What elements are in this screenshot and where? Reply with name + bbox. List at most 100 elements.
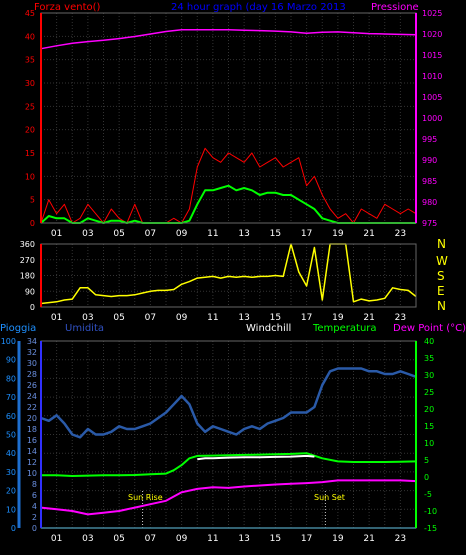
legend-pioggia: Pioggia bbox=[0, 323, 36, 334]
dir-x-tick-label: 23 bbox=[395, 313, 406, 323]
temperature-y-tick-label: -15 bbox=[424, 524, 437, 533]
legend-temperatura: Temperatura bbox=[312, 323, 377, 334]
climate-x-tick-label: 07 bbox=[145, 534, 156, 544]
humidity-y-tick-label: 12 bbox=[27, 458, 37, 467]
dir-x-tick-label: 03 bbox=[82, 313, 93, 323]
humidity-y-tick-label: 28 bbox=[27, 370, 37, 379]
dir-letter-s: S bbox=[437, 269, 445, 283]
wind-x-tick-label: 03 bbox=[82, 229, 93, 239]
dir-y-tick-label: 270 bbox=[20, 256, 35, 265]
dir-x-tick-label: 01 bbox=[51, 313, 62, 323]
pressure-y-tick-label: 1000 bbox=[422, 114, 442, 123]
pressure-y-tick-label: 1005 bbox=[422, 93, 442, 102]
dir-y-tick-label: 0 bbox=[30, 303, 35, 312]
humidity-y-tick-label: 34 bbox=[27, 337, 37, 346]
wind-x-tick-label: 11 bbox=[207, 229, 218, 239]
wind-x-tick-label: 23 bbox=[395, 229, 406, 239]
pressure-y-tick-label: 1015 bbox=[422, 51, 442, 60]
temperature-y-tick-label: 10 bbox=[424, 439, 434, 448]
temperature-y-tick-label: -10 bbox=[424, 507, 437, 516]
grid-layer bbox=[40, 12, 417, 529]
wind-x-tick-label: 17 bbox=[301, 229, 312, 239]
rain-y-tick-label: 90 bbox=[6, 356, 16, 365]
sun-rise-label: Sun Rise bbox=[128, 493, 163, 502]
pressure-y-tick-label: 1010 bbox=[422, 72, 442, 81]
humidity-y-tick-label: 16 bbox=[27, 436, 37, 445]
dir-y-tick-label: 180 bbox=[20, 272, 35, 281]
wind-y-tick-label: 35 bbox=[25, 56, 35, 65]
wind-x-tick-label: 13 bbox=[238, 229, 249, 239]
dir-x-tick-label: 11 bbox=[207, 313, 218, 323]
wind-x-tick-label: 07 bbox=[145, 229, 156, 239]
pressure-y-tick-label: 990 bbox=[422, 156, 437, 165]
pressure-y-tick-label: 995 bbox=[422, 135, 437, 144]
wind-y-tick-label: 20 bbox=[25, 126, 35, 135]
pressure-line bbox=[40, 29, 417, 50]
humidity-y-tick-label: 24 bbox=[27, 392, 37, 401]
humidity-y-tick-label: 8 bbox=[32, 480, 37, 489]
wind-y-tick-label: 10 bbox=[25, 172, 35, 181]
axes-layer: 0510152025303540459759809859909951000100… bbox=[1, 9, 443, 544]
wind-x-tick-label: 05 bbox=[113, 229, 124, 239]
windchill-line bbox=[197, 454, 315, 461]
dir-x-tick-label: 05 bbox=[113, 313, 124, 323]
temperature-y-tick-label: 5 bbox=[424, 456, 429, 465]
temperature-y-tick-label: 20 bbox=[424, 405, 434, 414]
dir-x-tick-label: 17 bbox=[301, 313, 312, 323]
temperature-y-tick-label: 0 bbox=[424, 473, 429, 482]
humidity-y-tick-label: 32 bbox=[27, 348, 37, 357]
legend-dewpoint: Dew Point (°C) bbox=[393, 323, 466, 334]
climate-x-tick-label: 11 bbox=[207, 534, 218, 544]
temperature-y-tick-label: 25 bbox=[424, 388, 434, 397]
wind-x-tick-label: 21 bbox=[363, 229, 374, 239]
climate-x-tick-label: 15 bbox=[270, 534, 281, 544]
wind-y-tick-label: 25 bbox=[25, 102, 35, 111]
climate-x-tick-label: 09 bbox=[176, 534, 188, 544]
dir-x-tick-label: 19 bbox=[332, 313, 344, 323]
rain-y-tick-label: 50 bbox=[6, 431, 16, 440]
wind-direction-line bbox=[40, 243, 417, 305]
climate-x-tick-label: 03 bbox=[82, 534, 93, 544]
wind-y-tick-label: 30 bbox=[25, 79, 35, 88]
humidity-y-tick-label: 26 bbox=[27, 381, 37, 390]
temperature-y-tick-label: 30 bbox=[424, 371, 434, 380]
wind-y-tick-label: 5 bbox=[30, 196, 35, 205]
dir-letter-n-top: N bbox=[437, 237, 446, 251]
temperature-line bbox=[41, 452, 417, 477]
wind-x-tick-label: 09 bbox=[176, 229, 188, 239]
rain-y-tick-label: 30 bbox=[6, 468, 16, 477]
dewpoint-line bbox=[40, 479, 417, 516]
dir-x-tick-label: 13 bbox=[238, 313, 249, 323]
dir-x-tick-label: 09 bbox=[176, 313, 188, 323]
rain-y-tick-label: 80 bbox=[6, 374, 16, 383]
rain-y-tick-label: 0 bbox=[11, 524, 16, 533]
temperature-y-tick-label: -5 bbox=[424, 490, 432, 499]
rain-y-tick-label: 10 bbox=[6, 505, 16, 514]
humidity-y-tick-label: 30 bbox=[27, 359, 37, 368]
rain-y-tick-label: 20 bbox=[6, 487, 16, 496]
dir-x-tick-label: 07 bbox=[145, 313, 156, 323]
rain-y-tick-label: 60 bbox=[6, 412, 16, 421]
humidity-y-tick-label: 22 bbox=[27, 403, 37, 412]
pressure-y-tick-label: 985 bbox=[422, 177, 437, 186]
pressure-y-tick-label: 1025 bbox=[422, 9, 442, 18]
rain-y-tick-label: 40 bbox=[6, 449, 16, 458]
rain-y-tick-label: 70 bbox=[6, 393, 16, 402]
legend-umidita: Umidita bbox=[65, 323, 104, 334]
humidity-y-tick-label: 6 bbox=[32, 491, 37, 500]
humidity-line bbox=[40, 367, 417, 439]
temperature-y-tick-label: 15 bbox=[424, 422, 434, 431]
legend-windchill: Windchill bbox=[246, 323, 291, 334]
humidity-y-tick-label: 18 bbox=[27, 425, 37, 434]
wind-axis-title: Forza vento() bbox=[34, 2, 101, 13]
climate-x-tick-label: 19 bbox=[332, 534, 344, 544]
pressure-axis-title: Pressione bbox=[371, 2, 419, 13]
wind-x-tick-label: 15 bbox=[270, 229, 281, 239]
dir-y-tick-label: 360 bbox=[20, 240, 35, 249]
climate-x-tick-label: 23 bbox=[395, 534, 406, 544]
pressure-y-tick-label: 975 bbox=[422, 219, 437, 228]
humidity-y-tick-label: 0 bbox=[32, 524, 37, 533]
climate-x-tick-label: 17 bbox=[301, 534, 312, 544]
climate-x-tick-label: 05 bbox=[113, 534, 124, 544]
